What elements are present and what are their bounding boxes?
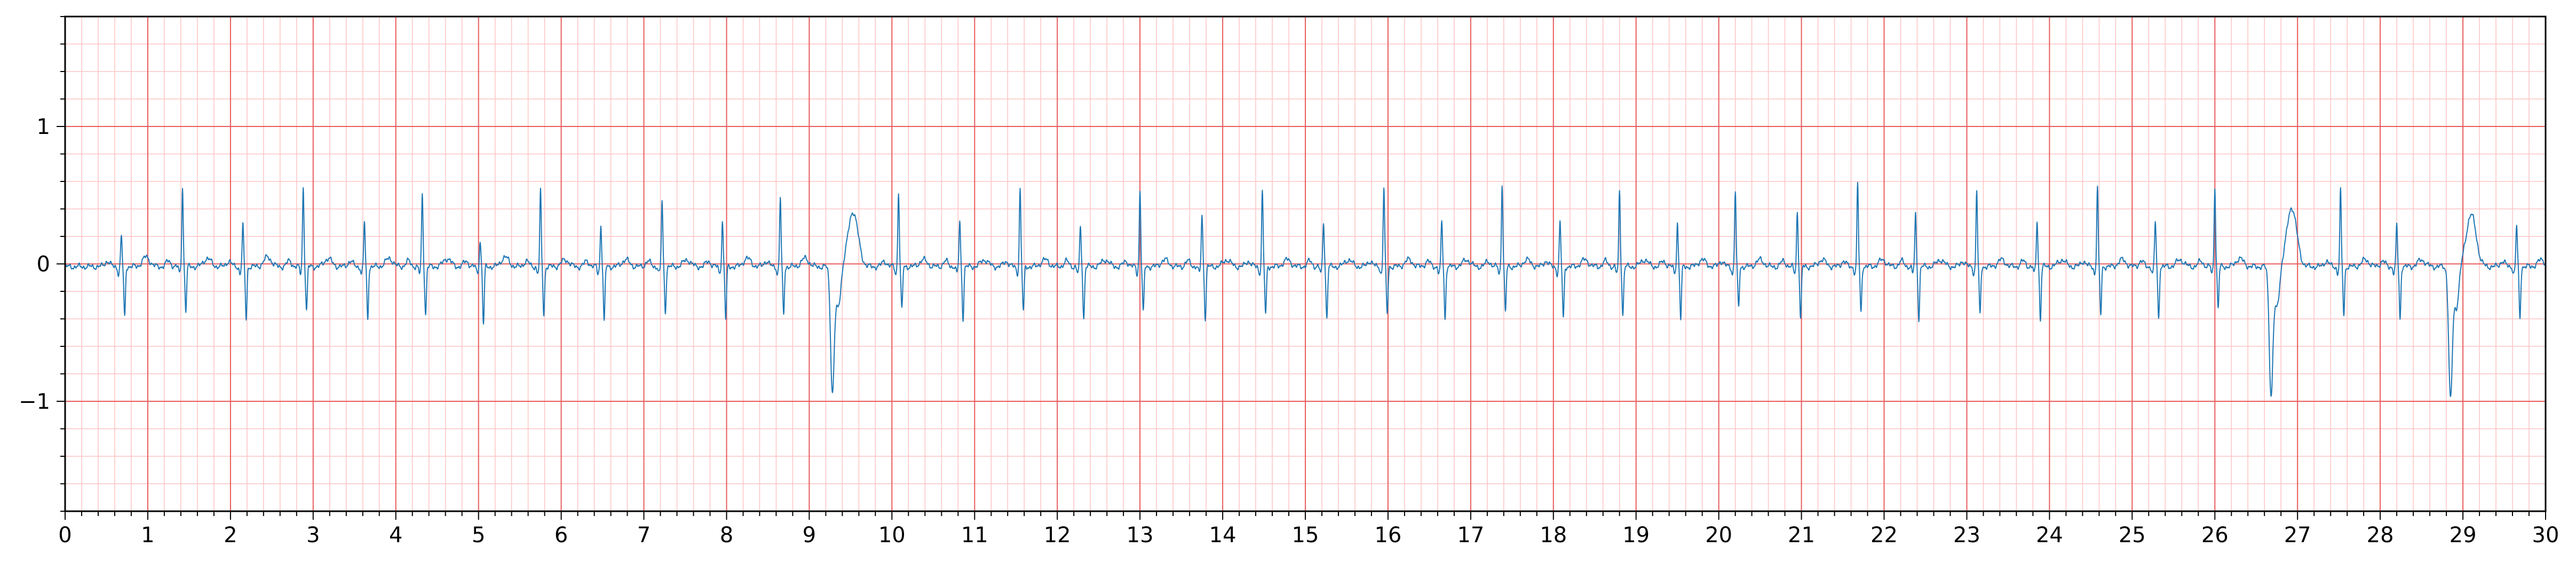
x-tick-label: 5 — [472, 523, 485, 548]
r-peak-point — [1199, 209, 1205, 215]
x-tick-label: 2 — [224, 523, 237, 548]
x-tick-label: 3 — [306, 523, 320, 548]
x-tick-label: 6 — [554, 523, 568, 548]
x-tick-label: 7 — [637, 523, 651, 548]
x-tick-label: 14 — [1209, 523, 1237, 548]
r-peak-point — [2034, 216, 2040, 222]
y-tick-label: −1 — [19, 390, 50, 414]
r-peak-point — [1381, 181, 1387, 187]
x-tick-label: 20 — [1705, 523, 1732, 548]
r-peak-point — [477, 235, 484, 241]
y-tick-label: 1 — [37, 115, 50, 139]
r-peak-point — [895, 185, 902, 192]
x-tick-label: 10 — [878, 523, 906, 548]
x-tick-label: 15 — [1292, 523, 1319, 548]
x-tick-label: 28 — [2367, 523, 2394, 548]
r-peak-point — [179, 181, 186, 187]
y-axis: 1 0 −1 — [19, 16, 65, 512]
ecg-trace-group — [65, 181, 2546, 398]
x-tick-label: 22 — [1870, 523, 1898, 548]
x-tick-label: 30 — [2532, 523, 2559, 548]
r-peak-point — [300, 181, 306, 187]
major-grid — [65, 17, 2546, 511]
x-tick-label: 21 — [1788, 523, 1815, 548]
r-peak-point — [2152, 216, 2159, 222]
r-peak-point — [1320, 216, 1327, 222]
r-peak-point — [1674, 217, 1681, 223]
x-tick-label: 12 — [1044, 523, 1071, 548]
x-tick-label: 23 — [1953, 523, 1980, 548]
x-tick-label: 17 — [1457, 523, 1484, 548]
x-tick-label: 27 — [2284, 523, 2311, 548]
x-tick-label: 4 — [389, 523, 402, 548]
x-tick-label: 26 — [2201, 523, 2229, 548]
x-tick-label: 18 — [1540, 523, 1567, 548]
x-tick-label: 0 — [58, 523, 72, 548]
x-tick-label: 25 — [2119, 523, 2146, 548]
x-tick-label: 19 — [1622, 523, 1650, 548]
r-peak-point — [1017, 183, 1024, 189]
x-tick-label: 11 — [961, 523, 988, 548]
x-axis: 0 1 2 3 4 5 6 7 8 9 10 11 12 13 14 15 16 17 18 19 20 21 22 23 24… — [58, 511, 2559, 548]
x-tick-label: 1 — [141, 523, 154, 548]
x-tick-label: 29 — [2450, 523, 2477, 548]
r-peak-point — [598, 219, 604, 226]
ecg-series-line — [65, 181, 2546, 398]
x-tick-label: 24 — [2036, 523, 2063, 548]
y-tick-label: 0 — [37, 252, 50, 277]
x-tick-label: 9 — [803, 523, 816, 548]
x-tick-label: 8 — [720, 523, 733, 548]
x-tick-label: 16 — [1374, 523, 1401, 548]
r-peak-point — [719, 216, 726, 222]
x-tick-label: 13 — [1127, 523, 1154, 548]
